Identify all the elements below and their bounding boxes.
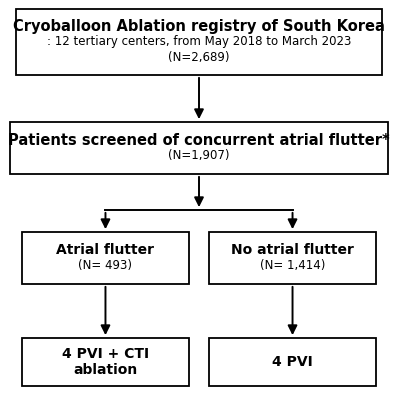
Text: : 12 tertiary centers, from May 2018 to March 2023: : 12 tertiary centers, from May 2018 to … (47, 36, 351, 48)
Text: 4 PVI + CTI: 4 PVI + CTI (62, 347, 149, 362)
Text: (N= 493): (N= 493) (78, 259, 133, 272)
Text: (N=1,907): (N=1,907) (168, 149, 230, 162)
FancyBboxPatch shape (209, 232, 376, 284)
FancyBboxPatch shape (16, 9, 382, 75)
Text: 4 PVI: 4 PVI (272, 355, 313, 369)
Text: Patients screened of concurrent atrial flutter*: Patients screened of concurrent atrial f… (8, 133, 390, 148)
Text: No atrial flutter: No atrial flutter (231, 243, 354, 258)
Text: ablation: ablation (73, 362, 138, 377)
Text: Atrial flutter: Atrial flutter (57, 243, 154, 258)
Text: Cryoballoon Ablation registry of South Korea: Cryoballoon Ablation registry of South K… (13, 19, 385, 34)
Text: (N= 1,414): (N= 1,414) (260, 259, 325, 272)
FancyBboxPatch shape (209, 338, 376, 386)
FancyBboxPatch shape (22, 338, 189, 386)
FancyBboxPatch shape (10, 122, 388, 174)
Text: (N=2,689): (N=2,689) (168, 51, 230, 64)
FancyBboxPatch shape (22, 232, 189, 284)
